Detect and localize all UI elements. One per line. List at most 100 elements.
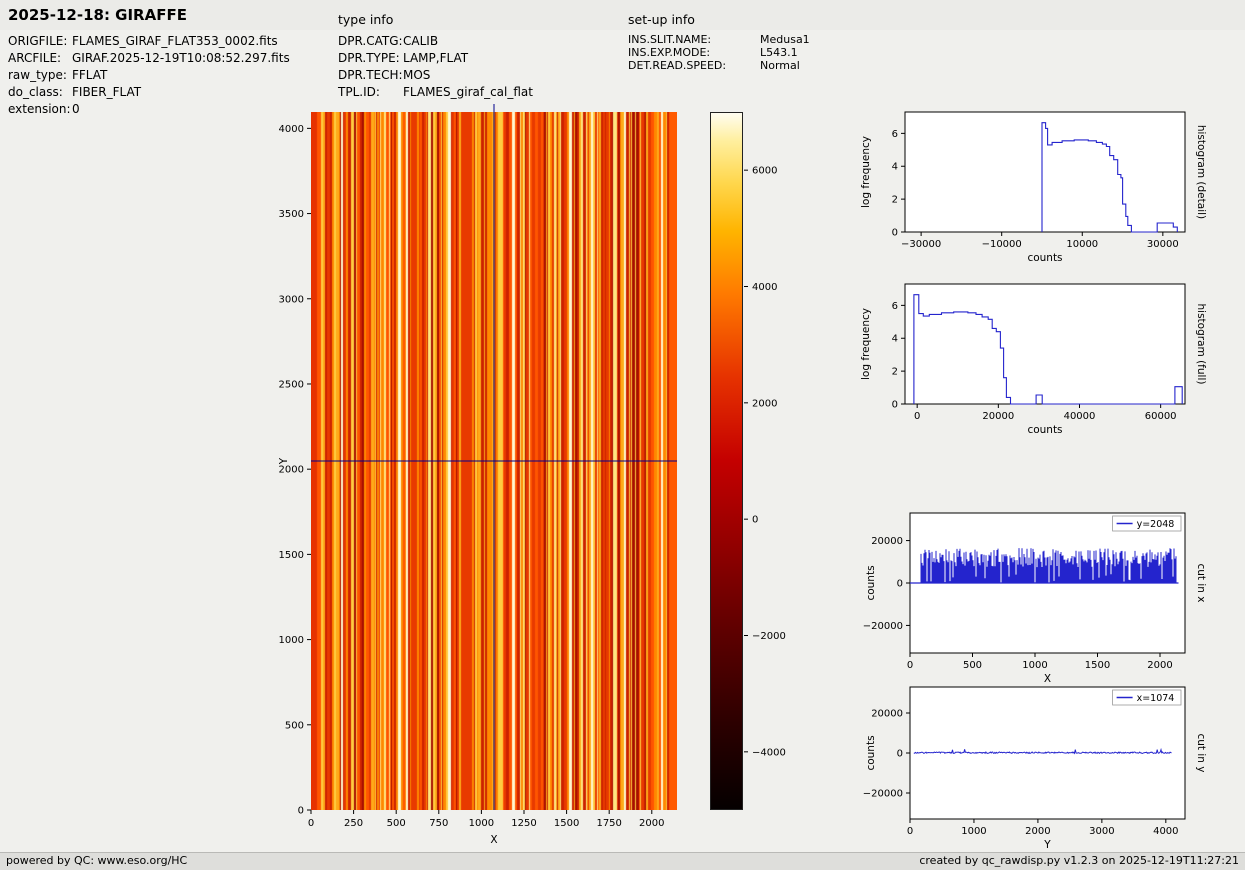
svg-text:1500: 1500 [554,818,579,829]
svg-text:4000: 4000 [1153,826,1178,837]
svg-text:6000: 6000 [752,166,777,177]
field-value: FLAMES_giraf_cal_flat [403,85,533,99]
svg-text:0: 0 [907,660,913,671]
svg-text:Y: Y [278,457,290,465]
field-label: DPR.TECH: [338,68,403,82]
svg-text:60000: 60000 [1145,411,1177,422]
svg-text:2000: 2000 [752,398,777,409]
field-label: DPR.TYPE: [338,51,400,65]
det-read-speed-row: DET.READ.SPEED: Normal [628,59,810,72]
svg-text:4: 4 [892,334,898,345]
svg-text:500: 500 [285,720,304,731]
svg-text:500: 500 [963,660,982,671]
histogram-full-plot: 0 20000 40000 60000 0 2 4 6 counts log frequency h… [860,283,1207,436]
svg-text:−30000: −30000 [901,239,941,250]
svg-text:4000: 4000 [752,282,777,293]
histogram-detail-plot: −30000 −10000 10000 30000 0 2 4 6 counts log freq… [860,111,1207,264]
svg-text:X: X [1044,673,1051,685]
dpr-catg-row: DPR.CATG:CALIB [338,33,533,50]
field-value: Normal [760,59,800,72]
svg-text:6: 6 [892,301,898,312]
field-value: FFLAT [72,68,108,82]
type-info-heading: type info [338,12,394,27]
svg-text:y=2048: y=2048 [1137,519,1175,530]
file-info-block: ORIGFILE: FLAMES_GIRAF_FLAT353_0002.fits … [8,33,290,118]
field-label: DET.READ.SPEED: [628,59,727,72]
colorbar [710,112,743,810]
svg-text:2000: 2000 [1025,826,1050,837]
field-value: MOS [403,68,431,82]
svg-text:0: 0 [907,826,913,837]
arcfile-row: ARCFILE: GIRAF.2025-12-19T10:08:52.297.fi… [8,50,290,67]
setup-info-block: INS.SLIT.NAME: Medusa1 INS.EXP.MODE: L543.… [628,33,810,72]
svg-text:30000: 30000 [1147,239,1179,250]
svg-text:1500: 1500 [1085,660,1110,671]
field-label: do_class: [8,85,63,99]
svg-text:1000: 1000 [961,826,986,837]
svg-text:20000: 20000 [982,411,1014,422]
svg-text:1750: 1750 [596,818,621,829]
svg-text:counts: counts [865,565,877,600]
svg-text:log frequency: log frequency [860,136,872,208]
svg-text:2: 2 [892,195,898,206]
do-class-row: do_class: FIBER_FLAT [8,84,290,101]
svg-text:0: 0 [892,400,898,411]
svg-text:0: 0 [897,749,903,760]
svg-text:X: X [490,834,497,846]
svg-text:0: 0 [752,515,758,526]
svg-text:0: 0 [298,806,304,817]
field-value: L543.1 [760,46,798,59]
field-label: ARCFILE: [8,51,62,65]
svg-text:−4000: −4000 [752,747,786,758]
svg-text:6: 6 [892,129,898,140]
field-value: GIRAF.2025-12-19T10:08:52.297.fits [72,51,290,65]
dpr-type-row: DPR.TYPE: LAMP,FLAT [338,50,533,67]
field-label: raw_type: [8,68,67,82]
footer-left-text: powered by QC: www.eso.org/HC [6,854,188,867]
svg-text:1000: 1000 [469,818,494,829]
field-value: CALIB [403,34,439,48]
field-value: FIBER_FLAT [72,85,142,99]
field-value: 0 [72,102,80,116]
type-info-block: DPR.CATG:CALIB DPR.TYPE: LAMP,FLAT DPR.TE… [338,33,533,101]
svg-text:10000: 10000 [1066,239,1098,250]
svg-text:250: 250 [344,818,363,829]
svg-text:2000: 2000 [1147,660,1172,671]
page-title: 2025-12-18: GIRAFFE [8,6,187,24]
svg-text:1000: 1000 [279,635,304,646]
field-label: ORIGFILE: [8,34,68,48]
svg-text:−2000: −2000 [752,631,786,642]
field-label: DPR.CATG: [338,34,403,48]
tpl-id-row: TPL.ID: FLAMES_giraf_cal_flat [338,84,533,101]
svg-text:2: 2 [892,367,898,378]
setup-info-heading: set-up info [628,12,695,27]
svg-text:1500: 1500 [279,550,304,561]
svg-text:2000: 2000 [639,818,664,829]
svg-text:histogram (detail): histogram (detail) [1195,125,1207,219]
field-label: INS.EXP.MODE: [628,46,711,59]
svg-text:750: 750 [429,818,448,829]
svg-text:cut in y: cut in y [1195,733,1207,772]
footer-right-text: created by qc_rawdisp.py v1.2.3 on 2025-… [919,854,1239,867]
field-label: INS.SLIT.NAME: [628,33,712,46]
field-value: FLAMES_GIRAF_FLAT353_0002.fits [72,34,278,48]
svg-text:2500: 2500 [279,379,304,390]
svg-text:20000: 20000 [871,536,903,547]
field-value: Medusa1 [760,33,810,46]
raw-type-row: raw_type: FFLAT [8,67,290,84]
svg-text:−20000: −20000 [863,789,903,800]
svg-text:500: 500 [387,818,406,829]
svg-text:0: 0 [892,228,898,239]
origfile-row: ORIGFILE: FLAMES_GIRAF_FLAT353_0002.fits [8,33,290,50]
dpr-tech-row: DPR.TECH:MOS [338,67,533,84]
svg-text:counts: counts [1027,424,1062,436]
svg-text:0: 0 [308,818,314,829]
footer-bar: powered by QC: www.eso.org/HC created by… [0,852,1245,870]
svg-text:−20000: −20000 [863,621,903,632]
svg-text:x=1074: x=1074 [1137,693,1175,704]
field-label: extension: [8,102,71,116]
svg-text:counts: counts [1027,252,1062,264]
